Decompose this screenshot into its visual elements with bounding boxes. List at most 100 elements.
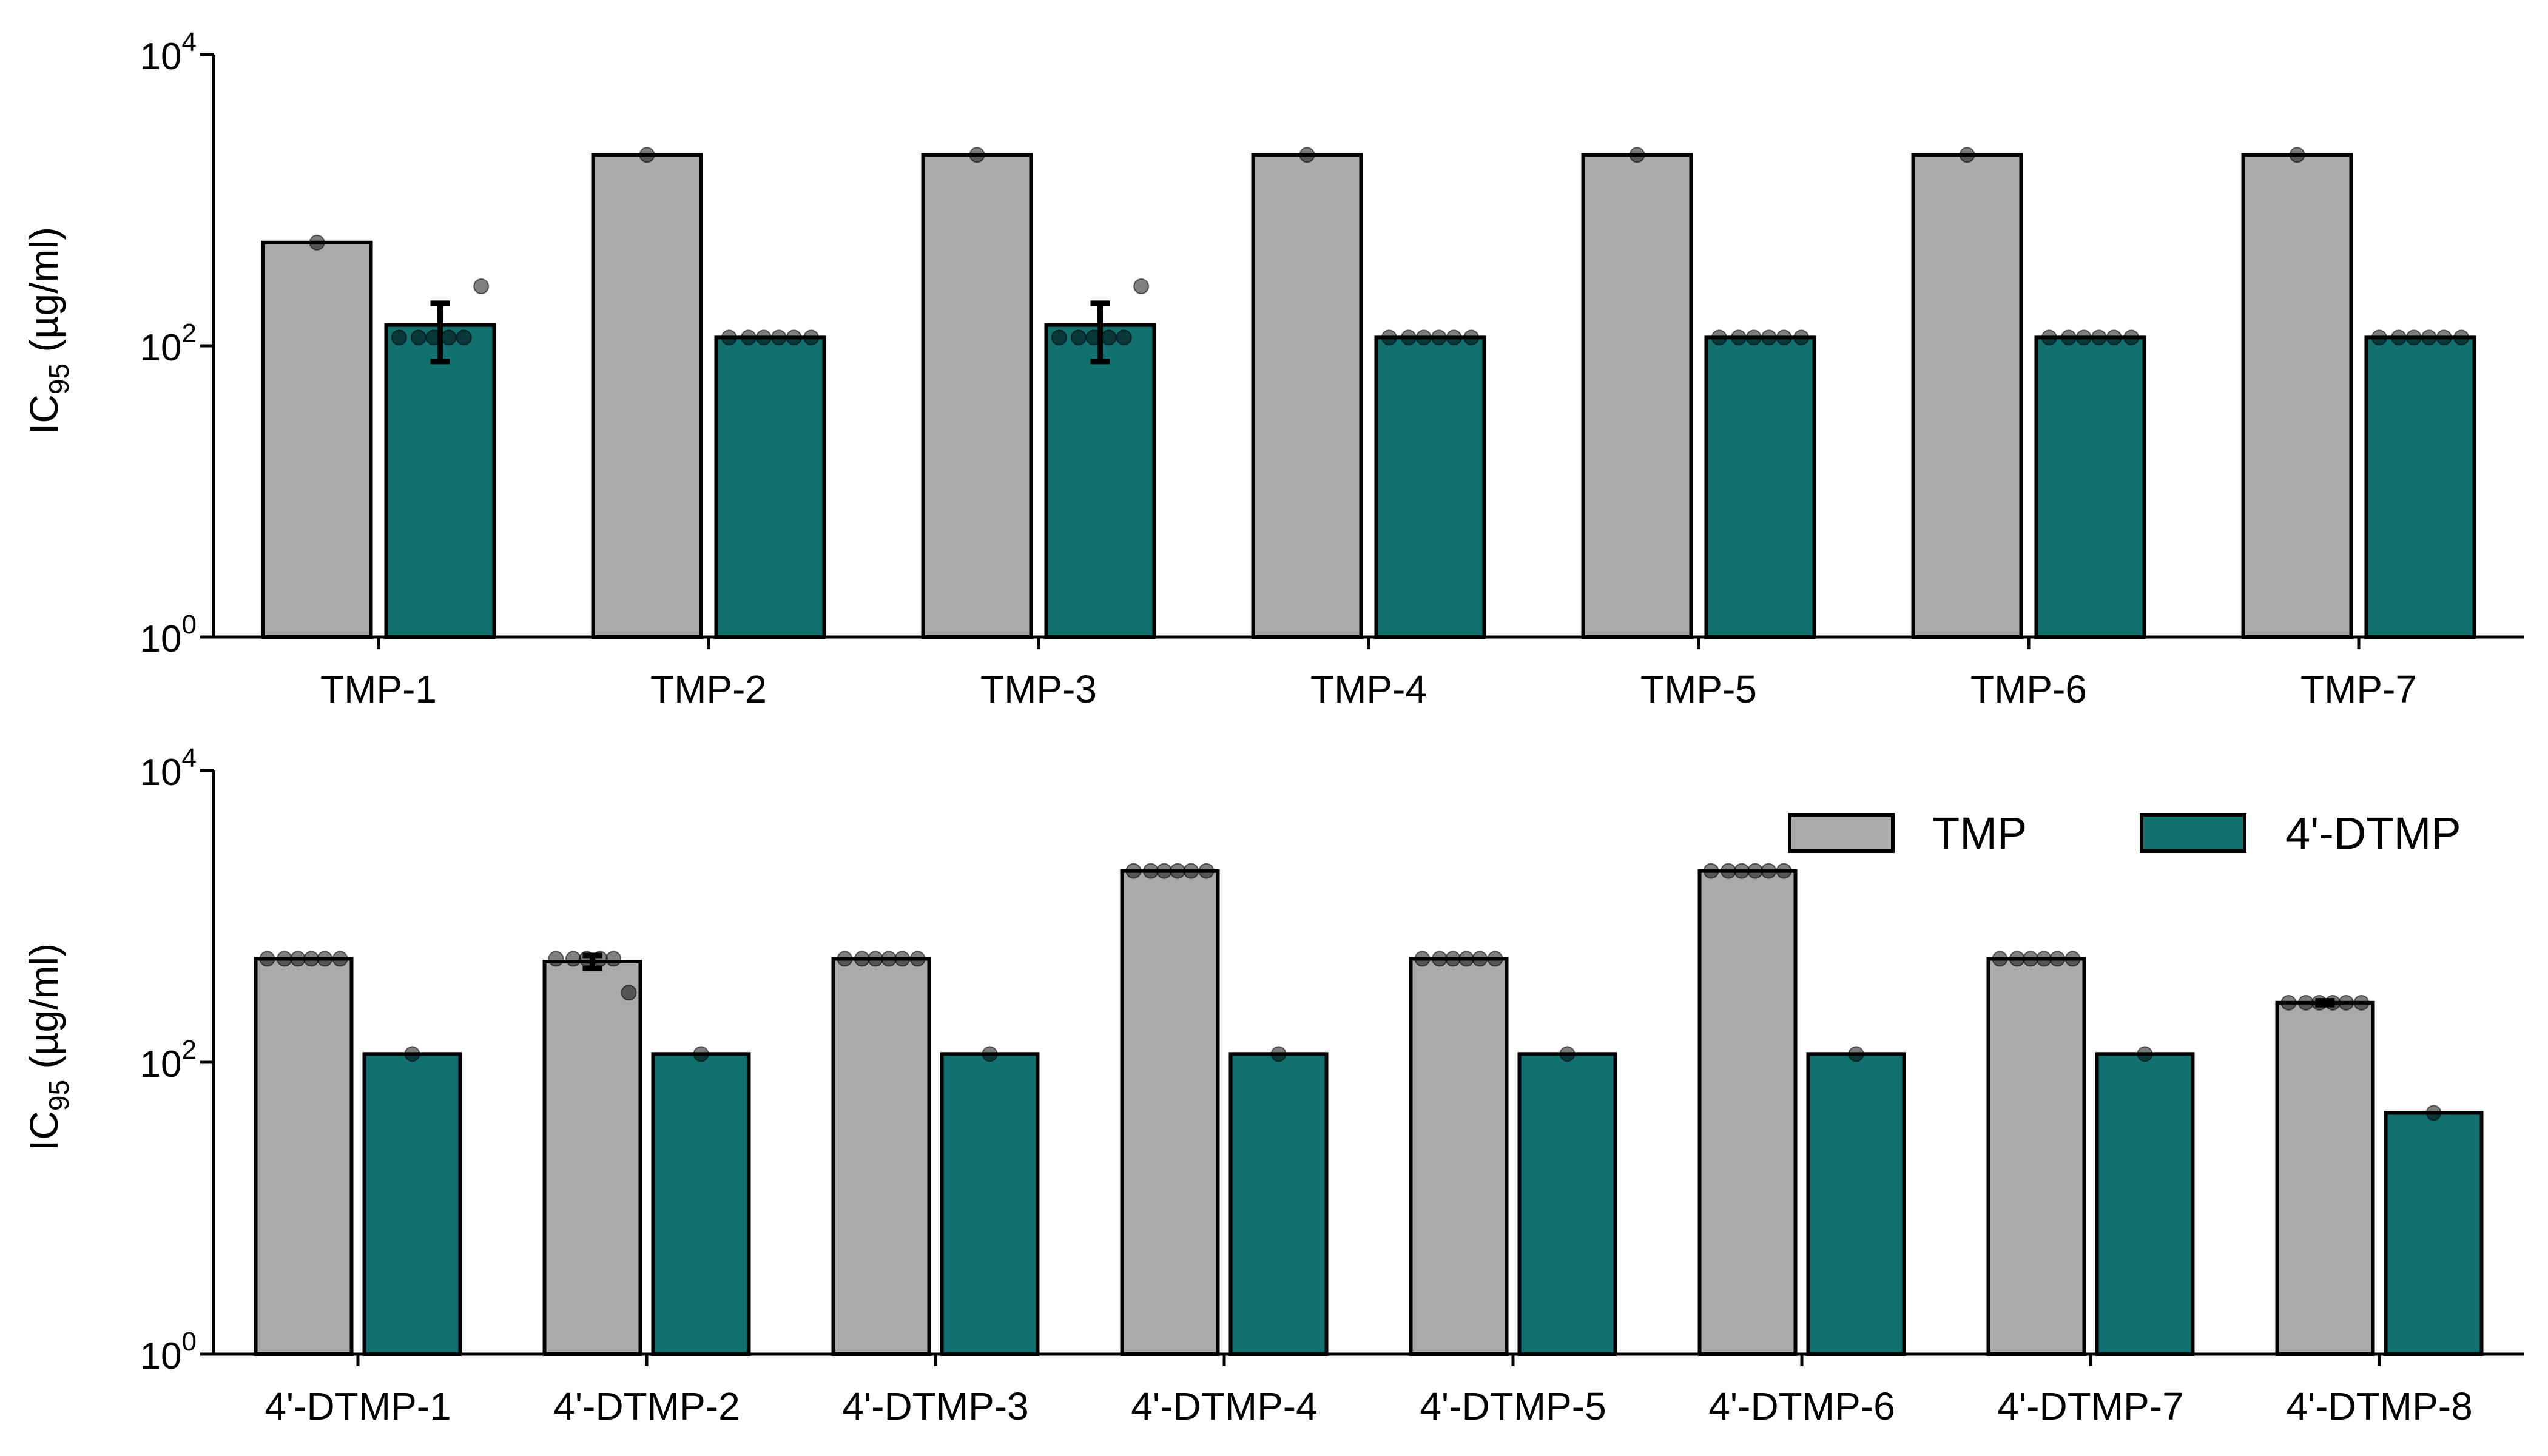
data-point	[1270, 1046, 1287, 1062]
bar-dtmp	[2384, 1111, 2484, 1356]
data-point	[1170, 863, 1186, 879]
data-point	[2137, 1046, 2153, 1062]
data-point	[1959, 147, 1975, 163]
y-label-subscript: 95	[43, 363, 75, 394]
bar-tmp	[591, 153, 703, 639]
data-point	[1431, 951, 1448, 967]
data-point	[1761, 863, 1777, 879]
data-point	[440, 329, 457, 346]
bar-tmp	[2241, 153, 2353, 639]
category-label: TMP-1	[320, 667, 437, 711]
data-point	[2106, 329, 2122, 346]
bar-dtmp	[1704, 335, 1816, 639]
data-point	[2091, 329, 2107, 346]
y-tick-base: 10	[140, 36, 182, 78]
data-point	[548, 951, 564, 967]
y-label-unit: (µg/ml)	[21, 943, 66, 1080]
y-tick-base: 10	[140, 618, 182, 660]
y-tick-label: 100	[140, 1327, 197, 1377]
data-point	[1198, 863, 1215, 879]
category-label: TMP-2	[650, 667, 767, 711]
y-axis-label: IC95 (µg/ml)	[21, 943, 75, 1151]
data-point	[1381, 329, 1397, 346]
legend-swatch-tmp	[1788, 813, 1895, 853]
data-point	[592, 951, 608, 967]
data-point	[2060, 329, 2077, 346]
data-point	[1142, 863, 1159, 879]
bar-dtmp	[384, 323, 496, 639]
data-point	[1730, 329, 1747, 346]
y-tick-exponent: 0	[182, 1327, 197, 1357]
y-tick-base: 10	[140, 1335, 182, 1377]
bar-tmp	[2275, 1000, 2375, 1356]
bar-dtmp	[714, 335, 826, 639]
category-label: 4'-DTMP-5	[1420, 1384, 1606, 1428]
data-point	[639, 147, 655, 163]
data-point	[2064, 951, 2081, 967]
data-point	[1116, 329, 1132, 346]
data-point	[309, 234, 325, 251]
y-label-main: IC	[21, 394, 66, 434]
category-label: 4'-DTMP-6	[1708, 1384, 1895, 1428]
data-point	[2023, 951, 2039, 967]
bar-dtmp	[1228, 1052, 1329, 1356]
data-point	[1793, 329, 1810, 346]
data-point	[1431, 329, 1447, 346]
category-label: 4'-DTMP-4	[1131, 1384, 1317, 1428]
bar-tmp	[831, 957, 931, 1356]
y-tick-base: 10	[140, 1043, 182, 1085]
data-point	[2390, 329, 2407, 346]
data-point	[2421, 329, 2437, 346]
data-point	[1472, 951, 1488, 967]
data-point	[1711, 329, 1727, 346]
data-point	[2041, 329, 2057, 346]
legend-swatch-dtmp	[2140, 813, 2246, 853]
category-label: TMP-6	[1970, 667, 2087, 711]
bar-dtmp	[2095, 1052, 2195, 1356]
bar-tmp	[1986, 957, 2086, 1356]
data-point	[1559, 1046, 1576, 1062]
data-point	[579, 951, 595, 967]
category-label: 4'-DTMP-1	[265, 1384, 451, 1428]
data-point	[1183, 863, 1199, 879]
data-point	[868, 951, 884, 967]
data-point	[803, 329, 820, 346]
bar-dtmp	[1517, 1052, 1617, 1356]
data-point	[1085, 329, 1102, 346]
data-point	[1414, 951, 1431, 967]
data-point	[1776, 863, 1792, 879]
data-point	[2289, 147, 2305, 163]
data-point	[1761, 329, 1777, 346]
bar-dtmp	[2034, 335, 2146, 639]
data-point	[1446, 329, 1462, 346]
data-point	[2371, 329, 2387, 346]
category-label: 4'-DTMP-7	[1997, 1384, 2183, 1428]
bar-tmp	[1697, 869, 1798, 1356]
bar-tmp	[542, 960, 642, 1356]
y-tick-label: 100	[140, 610, 197, 660]
data-point	[1463, 329, 1480, 346]
data-point	[259, 951, 275, 967]
data-point	[404, 1046, 420, 1062]
data-point	[1734, 863, 1750, 879]
y-tick-label: 104	[140, 743, 197, 794]
data-point	[1720, 863, 1736, 879]
data-point	[1745, 329, 1762, 346]
bar-tmp	[1120, 869, 1220, 1356]
data-point	[1100, 329, 1117, 346]
y-tick-exponent: 0	[182, 610, 197, 639]
bar-dtmp	[1374, 335, 1486, 639]
y-tick-exponent: 2	[182, 318, 197, 348]
data-point	[909, 951, 926, 967]
data-point	[2049, 951, 2066, 967]
data-point	[1848, 1046, 1864, 1062]
bar-dtmp	[940, 1052, 1040, 1356]
data-point	[2425, 1105, 2442, 1121]
y-tick-exponent: 4	[182, 27, 197, 57]
data-point	[2338, 994, 2354, 1011]
data-point	[1051, 329, 1067, 346]
data-point	[1299, 147, 1315, 163]
data-point	[1458, 951, 1475, 967]
bar-tmp	[254, 957, 354, 1356]
